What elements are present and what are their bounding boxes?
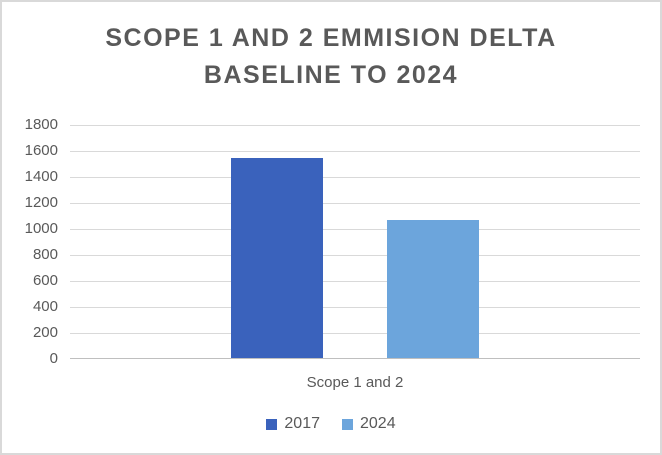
y-tick-600: 600 — [32, 272, 58, 289]
gridline-200 — [70, 333, 640, 334]
y-axis-tick-labels: 0 200 400 600 800 1000 1200 1400 1600 1800 — [2, 116, 58, 367]
legend-item-2017: 2017 — [266, 415, 320, 433]
gridline-800 — [70, 255, 640, 256]
chart-title-line2: BASELINE TO 2024 — [203, 61, 459, 89]
y-tick-1800: 1800 — [24, 116, 58, 133]
gridline-1400 — [70, 177, 640, 178]
gridline-1800 — [70, 125, 640, 126]
plot-area — [70, 125, 640, 359]
y-tick-200: 200 — [32, 324, 58, 341]
gridline-1600 — [70, 151, 640, 152]
x-axis-category-label: Scope 1 and 2 — [306, 374, 404, 391]
bar-2024 — [387, 220, 479, 358]
y-tick-400: 400 — [32, 298, 58, 315]
legend-swatch-2024-icon — [342, 418, 353, 430]
legend: 2017 2024 — [2, 415, 660, 433]
y-tick-1600: 1600 — [24, 142, 58, 159]
y-tick-1200: 1200 — [24, 194, 58, 211]
y-tick-1000: 1000 — [24, 220, 58, 237]
gridline-1200 — [70, 203, 640, 204]
legend-swatch-2017-icon — [266, 418, 278, 430]
y-tick-800: 800 — [32, 246, 58, 263]
gridline-600 — [70, 281, 640, 282]
y-tick-0: 0 — [49, 350, 58, 367]
chart-title: SCOPE 1 AND 2 EMMISION DELTA BASELINE TO… — [2, 20, 660, 94]
gridline-400 — [70, 307, 640, 308]
legend-label-2017: 2017 — [284, 415, 320, 432]
bar-2017 — [231, 158, 323, 358]
chart-title-line1: SCOPE 1 AND 2 EMMISION DELTA — [105, 24, 557, 52]
gridline-1000 — [70, 229, 640, 230]
y-tick-1400: 1400 — [24, 168, 58, 185]
legend-item-2024: 2024 — [342, 415, 396, 433]
gridline-0 — [70, 358, 640, 359]
legend-label-2024: 2024 — [360, 415, 396, 432]
